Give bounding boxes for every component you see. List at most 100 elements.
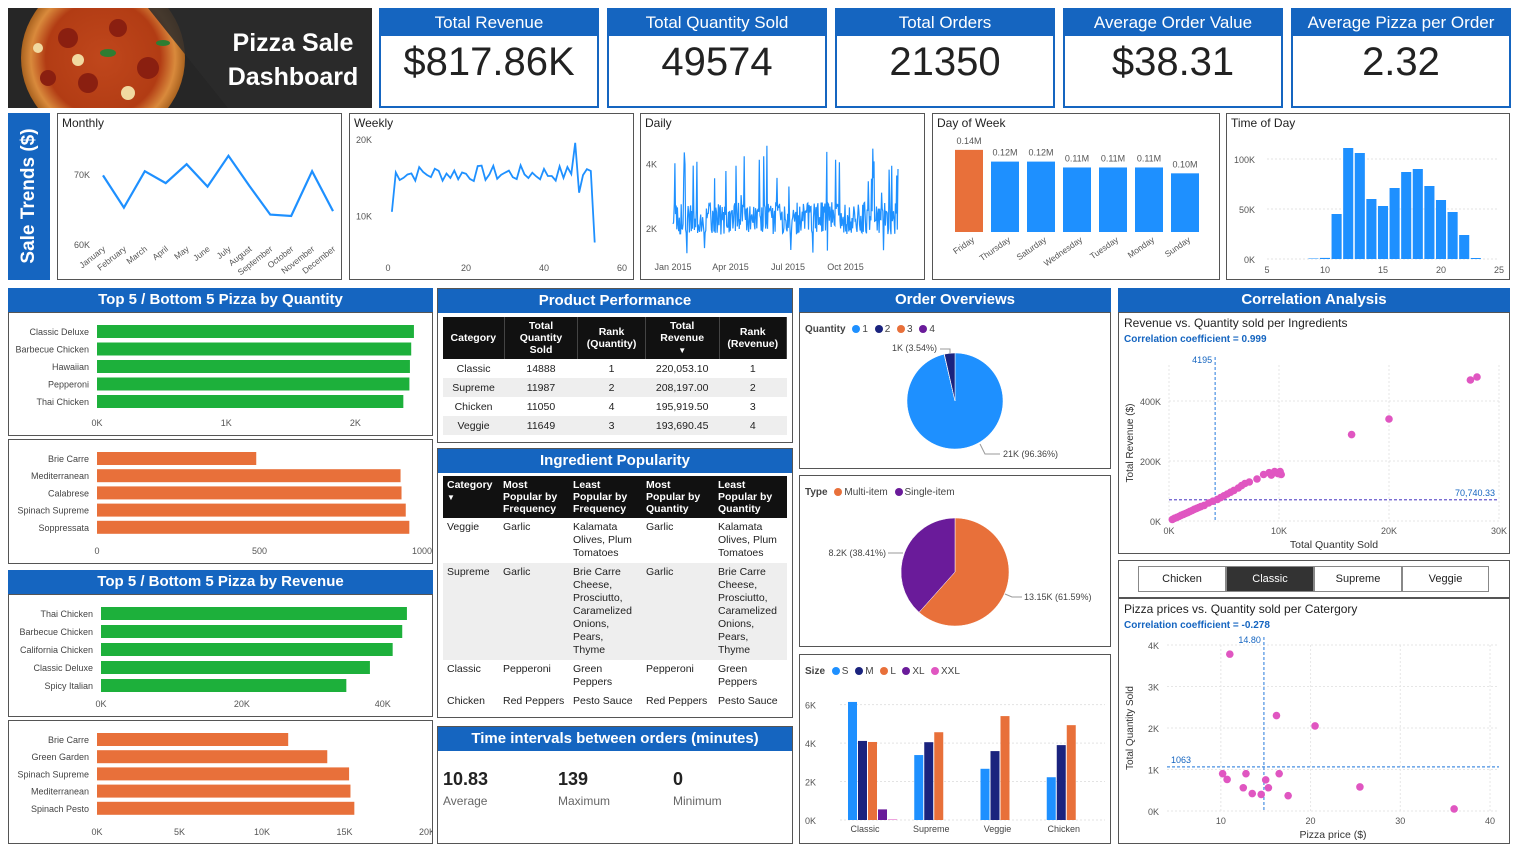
table-cell: 1 bbox=[608, 362, 615, 375]
bar-chicken-s bbox=[1046, 777, 1056, 820]
legend-dot bbox=[902, 667, 911, 676]
col-least-freq[interactable]: Least Popular by Frequency bbox=[569, 476, 642, 518]
table-cell: Kalamata Olives, Plum Tomatoes bbox=[714, 518, 787, 563]
x-tick-label: 40K bbox=[375, 699, 391, 709]
category-label: Calabrese bbox=[48, 488, 89, 498]
bar-hour-12 bbox=[1343, 148, 1354, 259]
top5-rev-top-chart: Thai Chicken Barbecue Chicken California C… bbox=[8, 594, 433, 717]
col-most-freq[interactable]: Most Popular by Frequency bbox=[499, 476, 569, 518]
y-tick-label: 6K bbox=[805, 701, 816, 711]
col-category[interactable]: Category ▼ bbox=[443, 476, 499, 518]
y-axis-title: Total Revenue ($) bbox=[1125, 404, 1136, 483]
scatter-point bbox=[1253, 475, 1261, 483]
col-rank-revenue[interactable]: Rank (Revenue) bbox=[719, 317, 788, 359]
category-label: Brie Carre bbox=[48, 735, 89, 745]
legend-title: Quantity bbox=[805, 324, 846, 335]
slicer-supreme[interactable]: Supreme bbox=[1314, 566, 1402, 592]
bar-hour-18 bbox=[1412, 169, 1423, 259]
legend-dot bbox=[894, 488, 903, 497]
y-tick-label: 0K bbox=[805, 816, 816, 826]
ingredient-popularity-title: Ingredient Popularity bbox=[438, 449, 792, 473]
data-label: 21K (96.36%) bbox=[1003, 449, 1058, 459]
pizza-image bbox=[8, 8, 372, 108]
stat-value: 10.83 bbox=[443, 769, 489, 789]
y-tick-label: 0K bbox=[1244, 255, 1255, 265]
x-tick-label: 1000 bbox=[412, 546, 432, 556]
legend-dot bbox=[919, 325, 928, 334]
legend-item: Single-item bbox=[904, 487, 955, 498]
table-header-row: Category Total Quantity Sold Rank (Quant… bbox=[443, 317, 788, 359]
y-tick-label: 3K bbox=[1148, 683, 1159, 693]
slicer-veggie[interactable]: Veggie bbox=[1402, 566, 1489, 592]
bar-spinach-pesto bbox=[97, 801, 355, 815]
category-label: Brie Carre bbox=[48, 454, 89, 464]
col-total-quantity[interactable]: Total Quantity Sold bbox=[504, 317, 579, 359]
x-tick-label: Chicken bbox=[1047, 824, 1080, 834]
daily-chart: Daily 4K 2K Jan 2015 Apr 2015 Jul 2015 Oct 20… bbox=[640, 113, 925, 280]
table-cell: 11987 bbox=[504, 378, 578, 397]
slicer-classic[interactable]: Classic bbox=[1226, 566, 1314, 592]
kpi-value: 2.32 bbox=[1362, 40, 1440, 84]
bar-chicken-m bbox=[1056, 745, 1066, 820]
col-total-revenue[interactable]: Total Revenue ▼ bbox=[645, 317, 720, 359]
legend-title: Size bbox=[805, 666, 826, 677]
table-header-row: Category ▼ Most Popular by Frequency Leas… bbox=[443, 476, 787, 518]
data-label: 0.12M bbox=[992, 148, 1017, 158]
x-tick-label: 30K bbox=[1491, 526, 1507, 536]
bar-brie-carre bbox=[97, 733, 289, 746]
kpi-value: 49574 bbox=[661, 40, 773, 84]
slice-2 bbox=[944, 352, 956, 402]
bar-soppressata bbox=[97, 520, 410, 534]
slicer-chicken[interactable]: Chicken bbox=[1138, 566, 1226, 592]
bar-mediterranean bbox=[97, 784, 351, 798]
top5-rev-section: Top 5 / Bottom 5 Pizza by Revenue Thai C… bbox=[8, 570, 435, 844]
x-tick-label: 0K bbox=[91, 827, 102, 837]
scatter-point bbox=[1245, 478, 1254, 486]
x-axis-title: Pizza price ($) bbox=[1299, 829, 1366, 841]
x-tick-label: March bbox=[124, 244, 149, 267]
col-total-revenue-label: Total Revenue bbox=[660, 320, 705, 344]
kpi-label: Total Quantity Sold bbox=[609, 10, 825, 36]
x-tick-label: Oct 2015 bbox=[827, 262, 864, 272]
kpi-average-pizza-per-order: Average Pizza per Order 2.32 bbox=[1291, 8, 1511, 108]
x-tick-label: 20 bbox=[461, 263, 471, 273]
table-cell: Brie Carre Cheese, Prosciutto, Carameliz… bbox=[714, 563, 787, 660]
y-tick-label: 4K bbox=[805, 739, 816, 749]
legend-dot bbox=[874, 325, 883, 334]
dashboard-title: Pizza Sale Dashboard bbox=[218, 26, 368, 94]
y-tick-label: 200K bbox=[1140, 457, 1161, 467]
ingredient-popularity-panel: Ingredient Popularity Category ▼ Most Pop… bbox=[437, 448, 793, 718]
product-performance-table: Category Total Quantity Sold Rank (Quant… bbox=[443, 317, 788, 435]
bar-hour-15 bbox=[1377, 206, 1389, 259]
y-tick-label: 2K bbox=[646, 224, 657, 234]
bar-saturday bbox=[1027, 161, 1055, 232]
bar-veggie-s bbox=[980, 768, 990, 820]
x-tick-label: April bbox=[150, 244, 170, 262]
leader-line bbox=[1004, 593, 1022, 598]
correlation-header: Correlation Analysis bbox=[1118, 288, 1510, 312]
x-tick-label: Friday bbox=[951, 234, 977, 256]
kpi-label: Total Revenue bbox=[381, 10, 597, 36]
col-most-qty[interactable]: Most Popular by Quantity bbox=[642, 476, 714, 518]
scatter-point bbox=[1275, 769, 1283, 778]
table-row: Supreme 11987 2 208,197.00 2 bbox=[443, 378, 787, 397]
y-tick-label: 4K bbox=[1148, 641, 1159, 651]
col-category[interactable]: Category bbox=[443, 317, 505, 359]
data-label: 0.11M bbox=[1101, 153, 1125, 163]
legend-item: 3 bbox=[907, 324, 913, 335]
bar-spinach-supreme bbox=[97, 767, 350, 781]
category-label: Spicy Italian bbox=[44, 681, 93, 691]
monthly-chart: Monthly 70K 60K January February March April M… bbox=[57, 113, 342, 280]
col-rank-quantity[interactable]: Rank (Quantity) bbox=[577, 317, 646, 359]
series-line bbox=[391, 142, 596, 243]
product-performance-title: Product Performance bbox=[438, 289, 792, 313]
table-cell: 2 bbox=[719, 378, 787, 397]
bar-hour-20 bbox=[1435, 200, 1447, 259]
legend-dot bbox=[855, 667, 864, 676]
x-tick-label: 10 bbox=[1216, 816, 1226, 826]
x-tick-label: 20 bbox=[1436, 265, 1446, 275]
col-least-qty[interactable]: Least Popular by Quantity bbox=[714, 476, 787, 518]
kpi-average-order-value: Average Order Value $38.31 bbox=[1063, 8, 1283, 108]
dashboard-title-line1: Pizza Sale bbox=[232, 29, 354, 57]
table-cell: Garlic bbox=[642, 563, 714, 660]
